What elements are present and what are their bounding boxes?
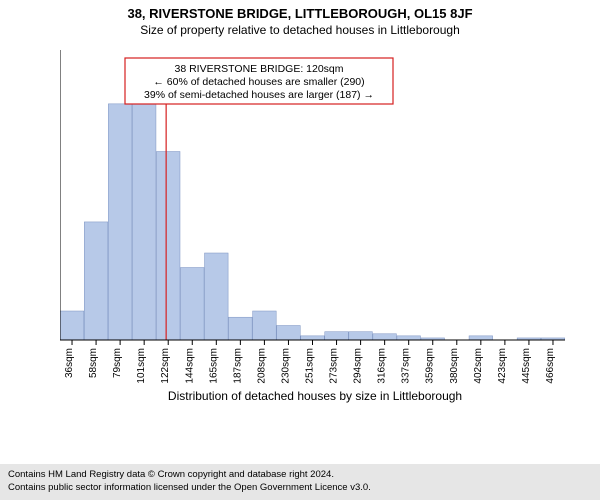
x-tick-label: 251sqm [305, 348, 316, 384]
footer-line-2: Contains public sector information licen… [8, 481, 592, 494]
histogram-bar [205, 253, 229, 340]
x-tick-label: 402sqm [473, 348, 484, 384]
histogram-bar [253, 311, 277, 340]
histogram-bar [108, 104, 132, 340]
info-line-1: 38 RIVERSTONE BRIDGE: 120sqm [174, 63, 343, 75]
x-tick-label: 359sqm [425, 348, 436, 384]
info-line-3: 39% of semi-detached houses are larger (… [144, 89, 374, 101]
x-tick-label: 122sqm [160, 348, 171, 384]
x-tick-label: 316sqm [377, 348, 388, 384]
histogram-bar [373, 334, 397, 340]
x-axis-label: Distribution of detached houses by size … [168, 389, 462, 403]
x-tick-label: 58sqm [88, 348, 99, 378]
histogram-chart: 020406080100120140 36sqm58sqm79sqm101sqm… [60, 50, 570, 405]
histogram-bar [277, 326, 301, 341]
histogram-bar [301, 336, 325, 340]
histogram-bar [180, 268, 204, 341]
footer-line-1: Contains HM Land Registry data © Crown c… [8, 468, 592, 481]
histogram-bar [132, 96, 156, 340]
footer: Contains HM Land Registry data © Crown c… [0, 464, 600, 500]
x-tick-label: 294sqm [353, 348, 364, 384]
x-tick-label: 101sqm [136, 348, 147, 384]
x-tick-label: 230sqm [280, 348, 291, 384]
histogram-bar [156, 152, 180, 341]
x-tick-label: 423sqm [497, 348, 508, 384]
x-tick-label: 445sqm [521, 348, 532, 384]
histogram-bar [84, 222, 108, 340]
x-tick-label: 144sqm [184, 348, 195, 384]
histogram-bar [229, 317, 253, 340]
histogram-bar [60, 311, 84, 340]
info-line-2: ← 60% of detached houses are smaller (29… [153, 76, 364, 88]
histogram-bar [349, 332, 373, 340]
page-subtitle: Size of property relative to detached ho… [0, 21, 600, 37]
x-tick-label: 380sqm [449, 348, 460, 384]
x-tick-label: 187sqm [232, 348, 243, 384]
x-tick-label: 208sqm [256, 348, 267, 384]
x-tick-label: 466sqm [545, 348, 556, 384]
x-tick-label: 337sqm [401, 348, 412, 384]
histogram-bar [469, 336, 493, 340]
histogram-bar [397, 336, 421, 340]
x-tick-label: 79sqm [112, 348, 123, 378]
page-title: 38, RIVERSTONE BRIDGE, LITTLEBOROUGH, OL… [0, 0, 600, 21]
x-tick-label: 273sqm [329, 348, 340, 384]
histogram-bar [325, 332, 349, 340]
x-tick-label: 165sqm [208, 348, 219, 384]
x-tick-label: 36sqm [64, 348, 75, 378]
